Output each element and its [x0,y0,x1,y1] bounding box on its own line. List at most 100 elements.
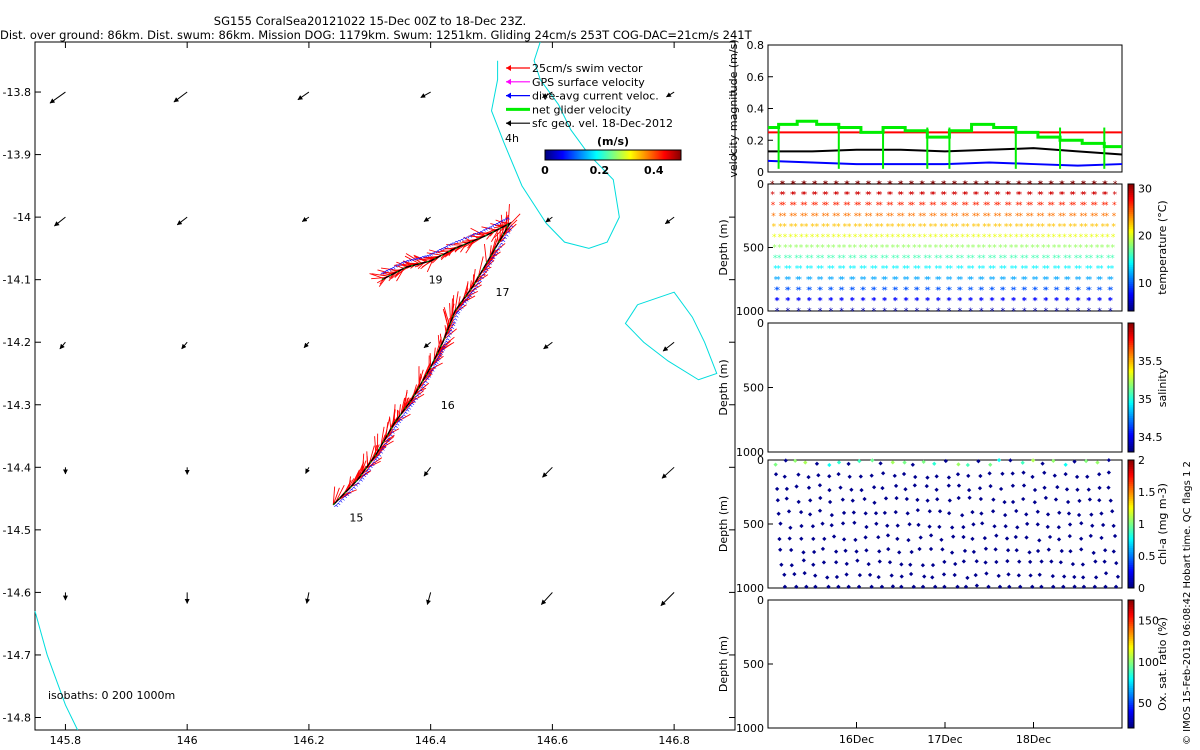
temperature-sample-point: * [888,180,893,190]
chla-sample-point [1043,495,1048,500]
temperature-sample-point: * [870,254,875,264]
map-colorbar-cell [559,150,561,160]
temperature-colorbar-cell [1128,211,1134,215]
temperature-sample-point: * [868,212,873,222]
temperature-sample-point: * [965,212,970,222]
temperature-sample-point: * [852,265,857,275]
map-ytick-label: -14.8 [3,711,31,724]
temperature-sample-point: * [891,254,896,264]
chla-sample-point [1088,533,1093,539]
oxygen-colorbar-cell [1128,664,1134,667]
current-velocity-marker: ^ [398,418,404,426]
salinity-colorbar-cell [1128,436,1134,440]
temperature-sample-point: * [799,244,804,254]
swim-vector [408,393,425,404]
salinity-colorbar-frame [1127,322,1135,453]
current-velocity-marker: ^ [494,251,500,259]
salinity-colorbar-cell [1128,400,1134,404]
chla-sample-point [947,498,952,503]
chla-sample-point [1037,538,1042,543]
temperature-sample-point: * [1033,307,1038,317]
chla-sample-point [804,584,809,589]
chla-sample-point [1103,548,1108,553]
chla-sample-point [1042,470,1047,475]
map-colorbar-tick-label: 0.2 [590,164,610,177]
chla-colorbar-cell [1128,481,1134,484]
swim-vector [444,247,453,250]
temperature-sample-point: * [926,286,931,296]
temperature-sample-point: * [1060,180,1065,190]
map-colorbar-cell [652,150,654,160]
temperature-sample-point: * [941,191,946,201]
temperature-sample-point: * [838,265,843,275]
chla-colorbar-cell [1128,534,1134,538]
swim-vector [393,413,411,424]
salinity-colorbar-cell [1128,411,1134,414]
temperature-sample-point: * [825,212,830,222]
temperature-colorbar-cell [1128,287,1134,291]
chla-colorbar-cell [1128,543,1134,546]
chla-sample-point [841,510,847,516]
swim-vector [371,276,387,280]
temperature-sample-point: * [1010,265,1015,275]
current-velocity-marker: ^ [411,400,417,408]
temperature-sample-point: * [1077,286,1082,296]
swim-vector [491,243,506,256]
temperature-sample-point: * [811,201,816,211]
salinity-colorbar-cell [1128,426,1134,429]
temperature-colorbar-cell [1128,215,1134,219]
temperature-sample-point: * [838,275,843,285]
salinity-colorbar-cell [1128,402,1134,406]
current-velocity-marker: ^ [479,276,485,284]
temperature-sample-point: * [1057,244,1062,254]
chla-sample-point [862,496,867,502]
swim-vector [504,219,518,233]
chla-sample-point [1061,584,1066,589]
current-velocity-marker: ^ [502,237,508,245]
salinity-colorbar-cell [1128,396,1134,399]
chla-sample-point [802,571,807,576]
current-velocity-marker: ^ [413,257,419,265]
temperature-sample-point: * [770,180,775,190]
temperature-sample-point: * [1035,254,1040,264]
temperature-sample-point: * [1012,286,1017,296]
temperature-sample-point: * [1044,296,1049,306]
oxygen-colorbar-cell [1128,693,1134,697]
current-velocity-marker: ^ [364,470,370,478]
temperature-sample-point: * [960,233,965,243]
temperature-sample-point: * [1065,307,1070,317]
current-velocity-marker: ^ [505,217,511,225]
temperature-sample-point: * [1005,201,1010,211]
temperature-ylabel: Depth (m) [717,219,730,275]
chla-sample-point [1067,534,1072,539]
temperature-sample-point: * [885,244,890,254]
map-colorbar-cell [626,150,628,160]
temperature-sample-point: * [884,254,889,264]
chla-sample-point [1070,561,1076,567]
temperature-sample-point: * [1044,286,1049,296]
temperature-sample-point: * [927,254,932,264]
temperature-sample-point: * [802,180,807,190]
chla-sample-point [1108,498,1113,503]
temperature-sample-point: * [858,233,863,243]
temperature-sample-point: * [1034,265,1039,275]
map-colorbar-cell [567,150,569,160]
temperature-colorbar-cell [1128,200,1134,204]
title-line-2: Dist. over ground: 86km. Dist. swum: 86k… [0,28,752,42]
temperature-sample-point: * [878,180,883,190]
current-velocity-marker: ^ [432,251,438,259]
chla-sample-point [932,461,937,466]
temperature-sample-point: * [952,180,957,190]
current-velocity-marker: ^ [448,329,454,337]
temperature-sample-point: * [1093,201,1098,211]
temperature-sample-point: * [1109,286,1114,296]
current-velocity-marker: ^ [399,416,405,424]
current-velocity-marker: ^ [477,279,483,287]
map-colorbar-cell [562,150,564,160]
legend-arrowhead-4 [506,120,511,127]
temperature-sample-point: * [854,201,859,211]
swim-vector [439,336,455,350]
geo-velocity-vector [301,216,310,222]
temperature-sample-point: * [881,275,886,285]
chla-sample-point [1053,497,1059,502]
